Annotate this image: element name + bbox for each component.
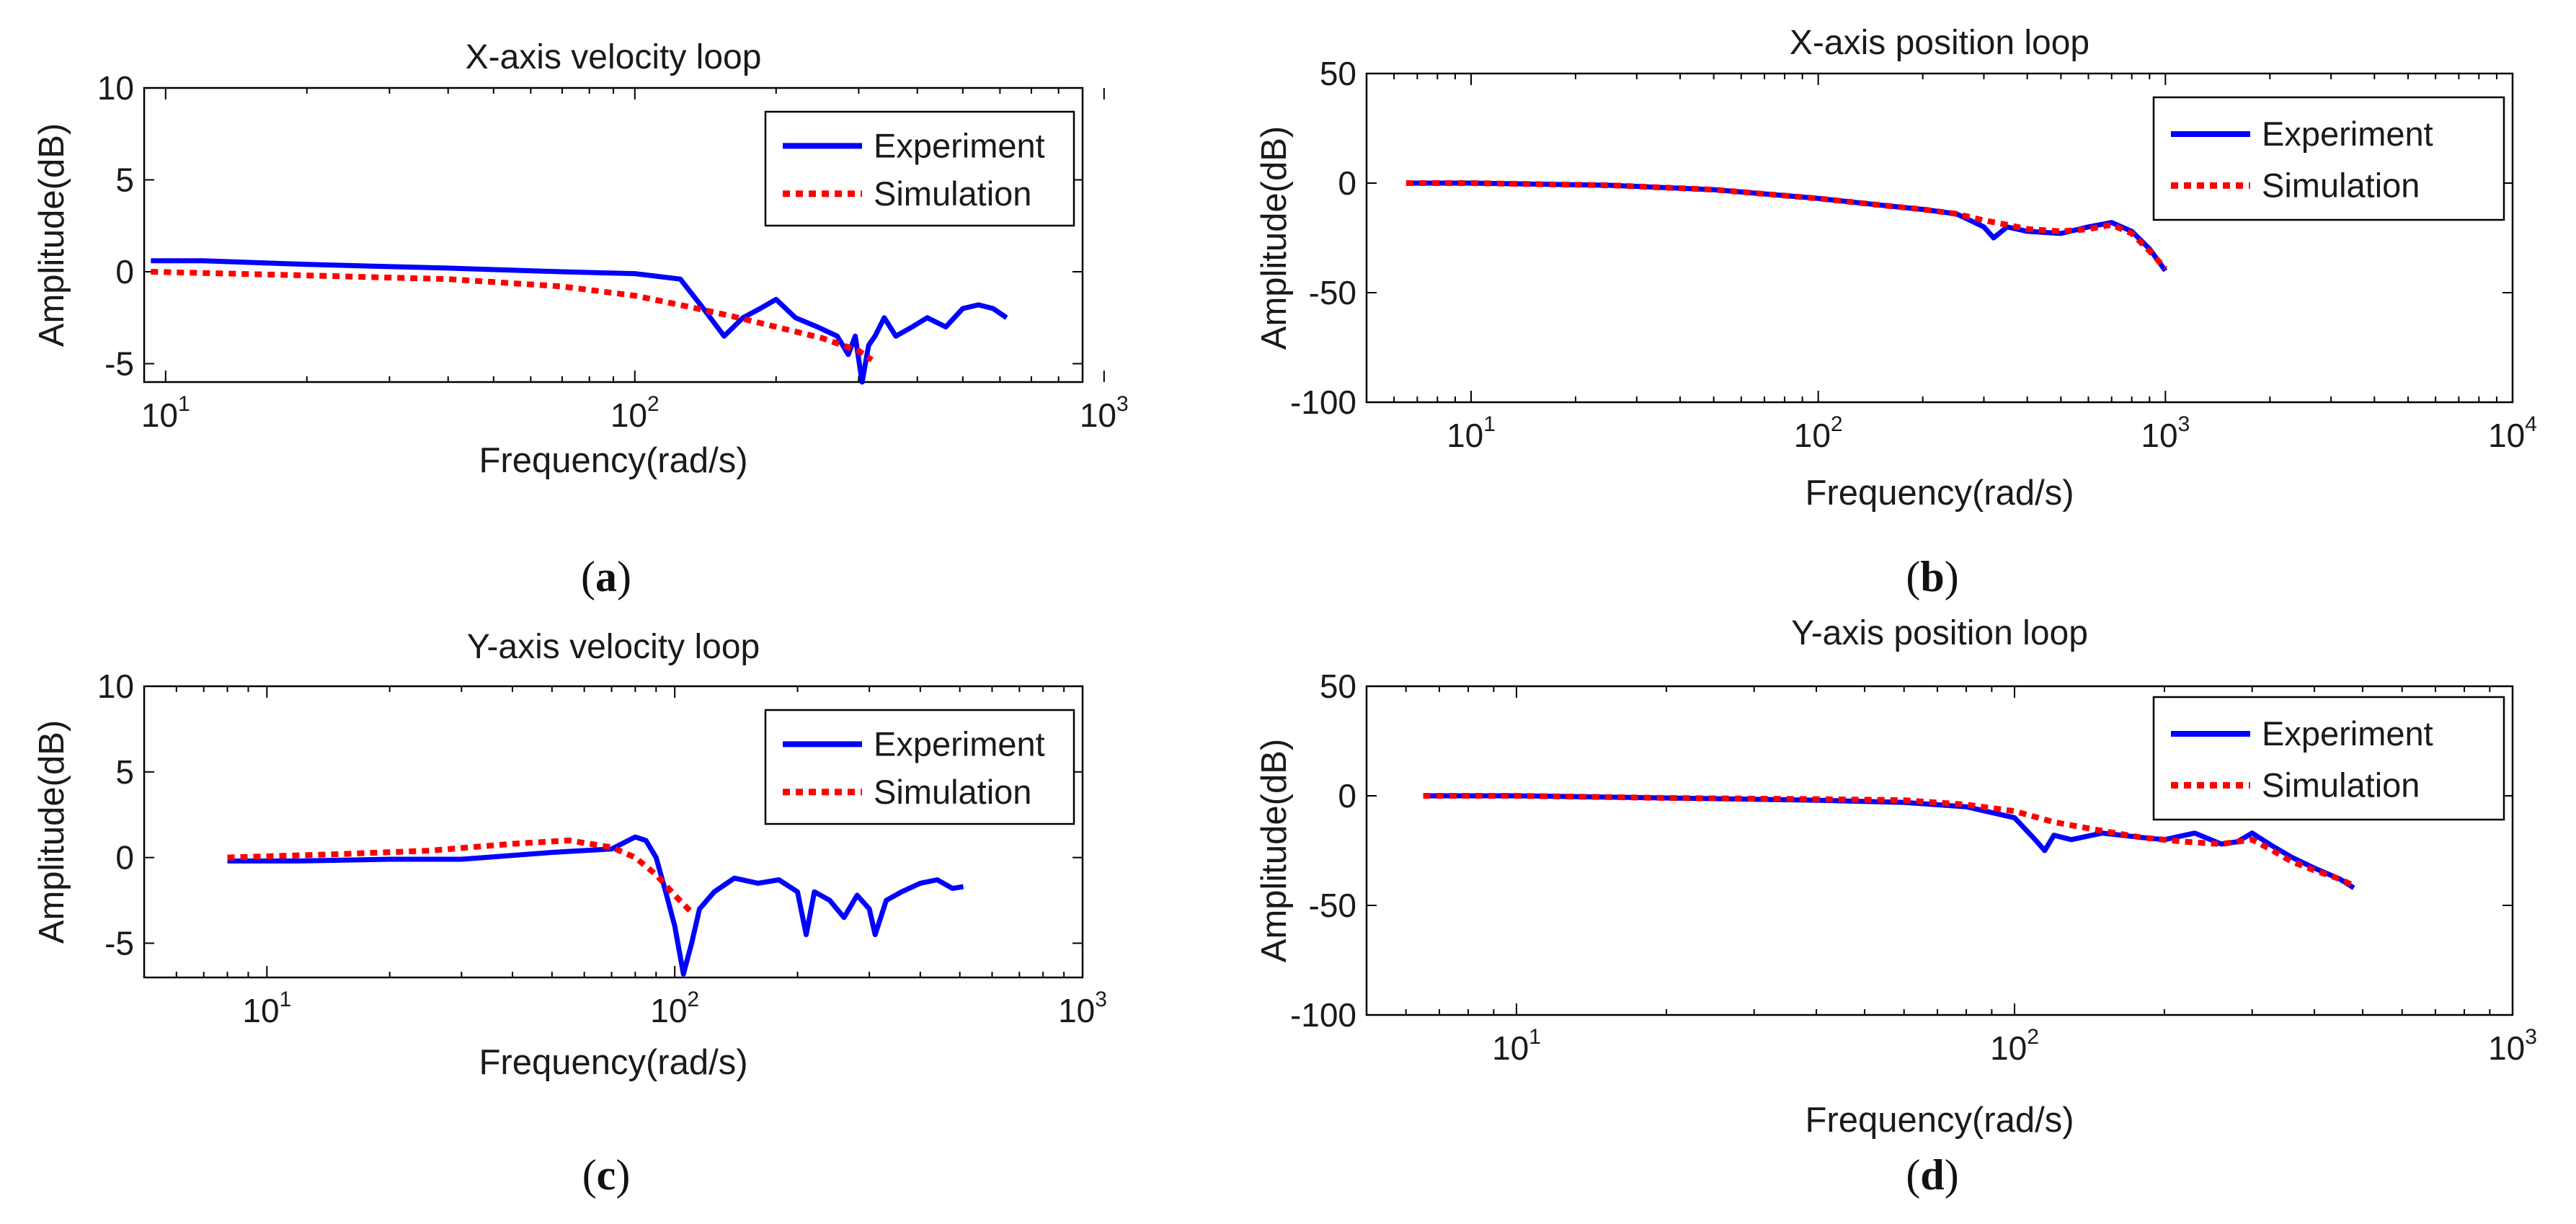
- y-tick-label: -50: [1309, 887, 1356, 924]
- x-axis-label: Frequency(rad/s): [1805, 474, 2074, 513]
- series-line-simulation: [151, 269, 874, 363]
- chart-title: Y-axis position loop: [1791, 614, 2088, 652]
- y-tick-label: -5: [105, 924, 134, 962]
- chart-panel-a: X-axis velocity loop -5 0 5 10 101 102 103 Frequ…: [32, 38, 1129, 600]
- legend: Experiment Simulation: [764, 709, 1075, 825]
- x-tick-label: 102: [610, 392, 659, 434]
- legend-label-experiment: Experiment: [874, 724, 1045, 763]
- y-tick-label: -5: [105, 345, 134, 383]
- plot-frame: [1365, 72, 2514, 404]
- panel-label: (c): [582, 1151, 631, 1199]
- panel-label: (d): [1906, 1151, 1958, 1199]
- x-axis-label: Frequency(rad/s): [1805, 1101, 2074, 1140]
- chart-title: Y-axis velocity loop: [467, 628, 760, 666]
- legend-box: [2152, 696, 2505, 821]
- plot-frame: [1365, 685, 2514, 1016]
- chart-panel-b: X-axis position loop -100 -50 0 50 101 102 103 1…: [1255, 24, 2537, 600]
- y-tick-label: -100: [1290, 383, 1356, 421]
- panel-label: (b): [1906, 553, 1958, 600]
- legend-label-experiment: Experiment: [874, 126, 1045, 164]
- legend-label-experiment: Experiment: [2262, 115, 2433, 153]
- y-tick-label: 10: [97, 69, 134, 107]
- chart-panel-c: Y-axis velocity loop -5 0 5 10 101 102 103 Frequ…: [32, 628, 1107, 1199]
- x-tick-label: 102: [650, 988, 699, 1029]
- plot-frame: [143, 685, 1084, 979]
- y-tick-label: 10: [97, 668, 134, 705]
- x-tick-label: 102: [1794, 412, 1843, 454]
- series-line-experiment: [151, 258, 1008, 385]
- y-tick-label: -50: [1309, 274, 1356, 311]
- legend-box: [764, 110, 1075, 227]
- y-tick-label: 50: [1320, 55, 1356, 92]
- y-tick-label: 0: [1338, 777, 1356, 815]
- y-tick-label: -100: [1290, 996, 1356, 1034]
- panel-label: (a): [581, 553, 631, 600]
- x-axis-label: Frequency(rad/s): [479, 441, 747, 480]
- y-tick-label: 0: [115, 253, 134, 291]
- legend-box: [2152, 96, 2505, 221]
- y-tick-label: 5: [115, 753, 134, 791]
- legend-label-simulation: Simulation: [874, 174, 1031, 213]
- series-line-simulation: [227, 837, 694, 915]
- y-tick-label: 5: [115, 161, 134, 199]
- x-axis-label: Frequency(rad/s): [479, 1043, 747, 1082]
- y-axis-label: Amplitude(dB): [1255, 739, 1294, 962]
- series-line-experiment: [227, 834, 964, 977]
- x-tick-label: 103: [2141, 412, 2190, 454]
- y-axis-label: Amplitude(dB): [1255, 126, 1294, 350]
- chart-title: X-axis velocity loop: [466, 38, 762, 76]
- chart-panel-d: Y-axis position loop -100 -50 0 50 101 102 103 F…: [1255, 614, 2537, 1199]
- legend-label-simulation: Simulation: [2262, 166, 2420, 204]
- y-axis-label: Amplitude(dB): [32, 720, 71, 944]
- y-axis-label: Amplitude(dB): [32, 123, 71, 347]
- series-line-simulation: [1405, 180, 2168, 271]
- legend-label-experiment: Experiment: [2262, 714, 2433, 753]
- series-line-simulation: [1423, 793, 2355, 889]
- series-line-experiment: [1423, 793, 2355, 890]
- x-tick-label: 103: [2488, 1025, 2537, 1067]
- x-tick-label: 104: [2488, 412, 2537, 454]
- x-tick-label: 103: [1080, 392, 1129, 434]
- chart-title: X-axis position loop: [1790, 24, 2089, 62]
- legend: Experiment Simulation: [764, 110, 1075, 227]
- x-tick-label: 101: [1447, 412, 1496, 454]
- legend-box: [764, 709, 1075, 825]
- legend-label-simulation: Simulation: [874, 773, 1031, 811]
- x-tick-label: 101: [141, 392, 190, 434]
- legend: Experiment Simulation: [2152, 696, 2505, 821]
- x-tick-label: 101: [242, 988, 291, 1029]
- y-tick-label: 0: [1338, 164, 1356, 202]
- y-tick-label: 0: [115, 839, 134, 877]
- x-tick-label: 101: [1492, 1025, 1541, 1067]
- x-tick-label: 103: [1058, 988, 1107, 1029]
- x-tick-label: 102: [1990, 1025, 2039, 1067]
- legend: Experiment Simulation: [2152, 96, 2505, 221]
- legend-label-simulation: Simulation: [2262, 766, 2420, 804]
- y-tick-label: 50: [1320, 668, 1356, 705]
